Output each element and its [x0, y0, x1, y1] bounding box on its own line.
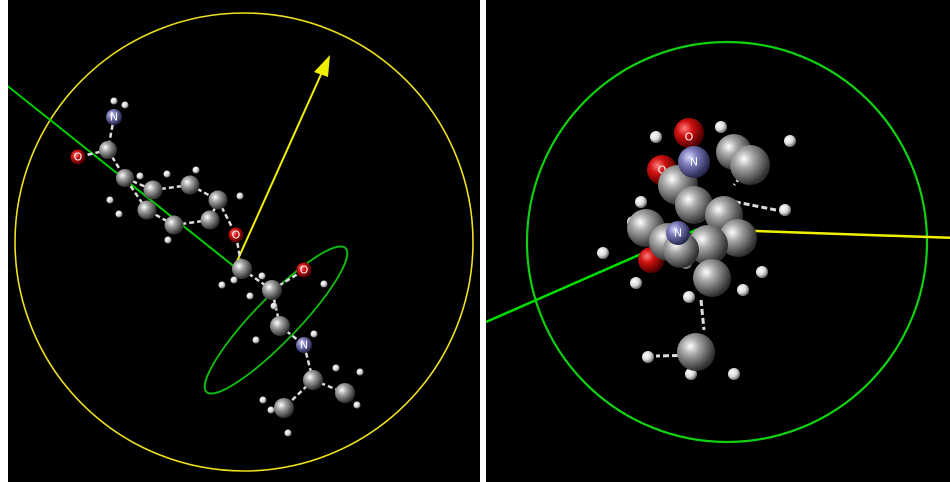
bounding-sphere-circle — [14, 12, 474, 472]
svg-text:N: N — [674, 227, 682, 240]
svg-text:N: N — [690, 156, 698, 169]
svg-text:O: O — [658, 164, 667, 177]
svg-text:O: O — [300, 264, 309, 277]
svg-text:O: O — [685, 131, 694, 144]
vector-arrow-shaft — [233, 69, 324, 269]
svg-text:N: N — [110, 111, 118, 124]
oxygen-atom-3: O — [296, 262, 312, 278]
nitrogen-atom-2 — [666, 221, 690, 245]
oxygen-atom-2: O — [228, 227, 244, 243]
left-molecule-viewport[interactable]: O O O N N — [8, 0, 480, 482]
oxygen-atom-1 — [674, 118, 704, 148]
nitrogen-atom-1 — [678, 146, 710, 178]
nitrogen-atom-1: N — [106, 109, 122, 125]
carbon-atoms — [627, 134, 770, 371]
oxygen-atom-1: O — [70, 149, 86, 165]
hydrogen-atoms — [106, 97, 364, 437]
left-molecule-canvas: O O O N N — [8, 12, 474, 472]
right-molecule-viewport[interactable]: O O N N — [486, 0, 950, 482]
svg-text:N: N — [300, 339, 308, 352]
svg-text:O: O — [232, 229, 241, 242]
bonds — [77, 116, 346, 409]
carbon-atoms — [99, 141, 355, 418]
vector-arrow-head — [314, 55, 330, 77]
bounding-sphere-circle — [525, 40, 929, 444]
svg-text:O: O — [74, 151, 83, 164]
inertia-ellipse — [203, 245, 349, 395]
right-molecule-canvas: O O N N — [486, 40, 950, 444]
nitrogen-atom-2: N — [296, 337, 312, 353]
